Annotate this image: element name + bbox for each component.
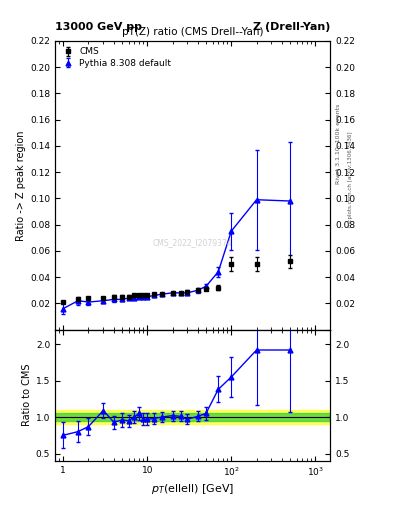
Text: CMS_2022_I2079374: CMS_2022_I2079374 bbox=[153, 239, 232, 247]
Text: Z (Drell-Yan): Z (Drell-Yan) bbox=[253, 23, 330, 32]
Y-axis label: Ratio to CMS: Ratio to CMS bbox=[22, 364, 31, 426]
X-axis label: $p_{T}$(ellell) [GeV]: $p_{T}$(ellell) [GeV] bbox=[151, 482, 234, 496]
Title: pT(Z) ratio (CMS Drell--Yan): pT(Z) ratio (CMS Drell--Yan) bbox=[122, 28, 263, 37]
Bar bbox=[55, 413, 330, 421]
Legend: CMS, Pythia 8.308 default: CMS, Pythia 8.308 default bbox=[59, 46, 173, 70]
Text: 13000 GeV pp: 13000 GeV pp bbox=[55, 23, 142, 32]
Y-axis label: Ratio -> Z peak region: Ratio -> Z peak region bbox=[16, 130, 26, 241]
Text: Rivet 3.1.10, 100k events: Rivet 3.1.10, 100k events bbox=[336, 103, 341, 183]
Text: mcplots.cern.ch [arXiv:1306.3436]: mcplots.cern.ch [arXiv:1306.3436] bbox=[348, 132, 353, 227]
Bar bbox=[55, 410, 330, 424]
